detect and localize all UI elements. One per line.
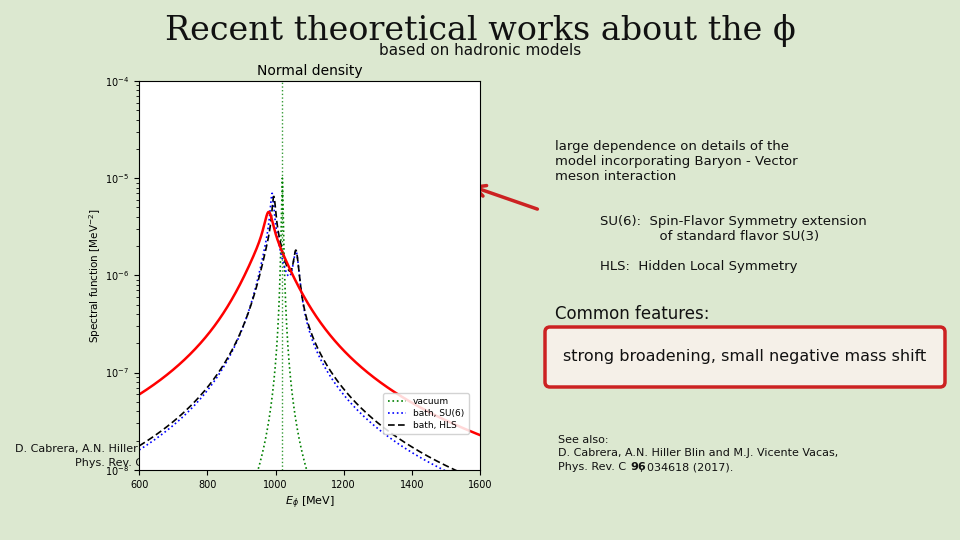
- FancyBboxPatch shape: [545, 327, 945, 387]
- Text: 95: 95: [147, 458, 162, 468]
- bath, SU(6): [193, 398, 204, 404]
- bath, SU(6): [133, 447, 145, 453]
- Text: model incorporating Baryon - Vector: model incorporating Baryon - Vector: [555, 155, 798, 168]
- Text: based on hadronic models: based on hadronic models: [379, 43, 581, 58]
- bath, SU(6): [264, 210, 276, 216]
- bath, SU(6): [468, 481, 479, 487]
- Line: vacuum: vacuum: [139, 178, 480, 540]
- Line: bath, SU(6): bath, SU(6): [139, 193, 480, 487]
- bath, SU(6): [474, 483, 486, 490]
- bath, SU(6): [266, 190, 277, 197]
- vacuum: [264, 410, 276, 417]
- Text: Recent theoretical works about the ϕ: Recent theoretical works about the ϕ: [164, 14, 796, 47]
- bath, HLS: [193, 395, 204, 401]
- Text: , 034618 (2017).: , 034618 (2017).: [640, 462, 733, 472]
- Text: of standard flavor SU(3): of standard flavor SU(3): [600, 230, 819, 243]
- Title: Normal density: Normal density: [256, 64, 363, 78]
- bath, SU(6): [431, 463, 443, 470]
- Text: See also:: See also:: [558, 435, 609, 445]
- Legend: vacuum, bath, SU(6), bath, HLS: vacuum, bath, SU(6), bath, HLS: [383, 393, 468, 434]
- FancyArrowPatch shape: [474, 186, 538, 209]
- bath, SU(6): [279, 265, 291, 271]
- bath, HLS: [268, 193, 279, 200]
- bath, HLS: [264, 226, 276, 232]
- bath, HLS: [474, 478, 486, 484]
- bath, HLS: [431, 458, 443, 464]
- vacuum: [279, 276, 291, 283]
- bath, HLS: [172, 414, 183, 421]
- Line: bath, HLS: bath, HLS: [139, 197, 480, 481]
- Text: Phys. Rev. C: Phys. Rev. C: [558, 462, 630, 472]
- bath, HLS: [468, 475, 479, 481]
- bath, SU(6): [172, 418, 183, 424]
- Text: large dependence on details of the: large dependence on details of the: [555, 140, 789, 153]
- Text: D. Cabrera, A.N. Hiller Blin and M.J. Vicente Vacas,: D. Cabrera, A.N. Hiller Blin and M.J. Vi…: [14, 444, 295, 454]
- Text: Common features:: Common features:: [555, 305, 709, 323]
- bath, HLS: [279, 256, 291, 263]
- X-axis label: $E_\phi$ [MeV]: $E_\phi$ [MeV]: [285, 495, 334, 511]
- Text: SU(6):  Spin-Flavor Symmetry extension: SU(6): Spin-Flavor Symmetry extension: [600, 215, 867, 228]
- Text: HLS:  Hidden Local Symmetry: HLS: Hidden Local Symmetry: [600, 260, 798, 273]
- Text: , 015201 (2017).: , 015201 (2017).: [157, 458, 251, 468]
- vacuum: [276, 175, 288, 181]
- Text: meson interaction: meson interaction: [555, 170, 676, 183]
- Text: strong broadening, small negative mass shift: strong broadening, small negative mass s…: [564, 349, 926, 364]
- Text: D. Cabrera, A.N. Hiller Blin and M.J. Vicente Vacas,: D. Cabrera, A.N. Hiller Blin and M.J. Vi…: [558, 448, 838, 458]
- Text: 96: 96: [630, 462, 646, 472]
- bath, HLS: [133, 443, 145, 449]
- Text: Phys. Rev. C: Phys. Rev. C: [75, 458, 147, 468]
- Y-axis label: Spectral function [MeV$^{-2}$]: Spectral function [MeV$^{-2}$]: [86, 208, 103, 343]
